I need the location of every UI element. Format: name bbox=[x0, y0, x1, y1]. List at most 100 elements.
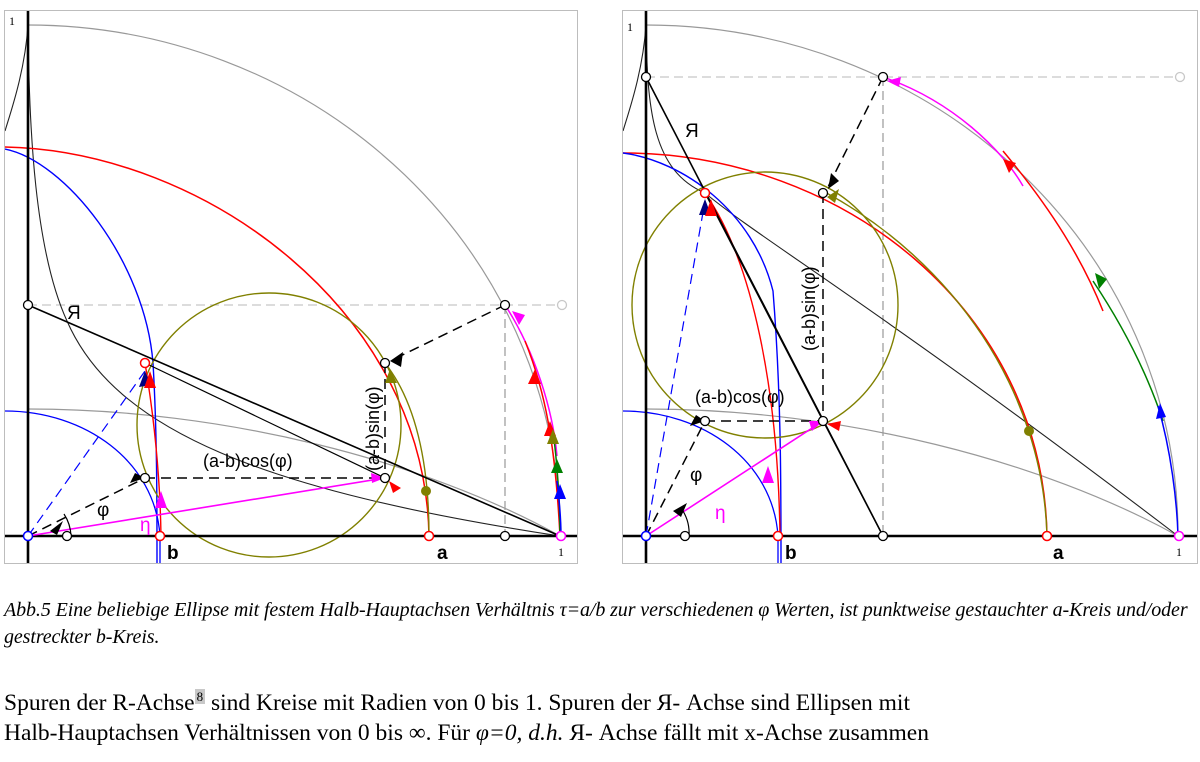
point-x-guide bbox=[877, 530, 889, 542]
figure-right-diagram: 1 1 Я φ η b a (a-b)cos(φ) (a-b)sin(φ) bbox=[623, 11, 1197, 563]
point-x-one bbox=[555, 530, 567, 542]
blue-small-circle bbox=[5, 410, 161, 563]
arrow-green bbox=[1095, 273, 1107, 289]
point-red-a bbox=[699, 187, 711, 199]
arrow-eta bbox=[371, 473, 385, 483]
point-cos-left bbox=[699, 415, 711, 427]
body-line1-start: Spuren der R-Achse bbox=[4, 690, 195, 716]
point-b bbox=[154, 530, 166, 542]
arrow-phi bbox=[130, 473, 145, 483]
arrow-red-intersect bbox=[827, 421, 841, 431]
body-line2-italic: φ=0, d.h. bbox=[475, 720, 564, 746]
olive-arc bbox=[384, 362, 430, 537]
blue-dashed-line bbox=[27, 370, 146, 537]
body-paragraph: Spuren der R-Achse 8 sind Kreise mit Radi… bbox=[4, 688, 1196, 748]
label-phi: φ bbox=[97, 500, 109, 521]
r-axis-segment-2 bbox=[822, 420, 884, 537]
arrow-green bbox=[551, 459, 563, 473]
point-sin-top bbox=[379, 357, 391, 369]
figure-left: 1 1 Я φ η b a (a-b)cos(φ) (a-b)sin(φ) bbox=[4, 10, 578, 564]
olive-circle bbox=[631, 171, 899, 439]
point-x-small bbox=[679, 530, 691, 542]
blue-dashed-line bbox=[645, 200, 706, 537]
blue-arc-right bbox=[1157, 405, 1179, 537]
label-b: b bbox=[167, 543, 179, 563]
label-r-axis: Я bbox=[685, 121, 699, 142]
r-axis-segment bbox=[704, 192, 824, 422]
body-line2-start: Halb-Hauptachsen Verhältnissen von 0 bis… bbox=[4, 720, 476, 746]
arrow-phi-small bbox=[50, 521, 63, 535]
point-intersect bbox=[817, 415, 829, 427]
point-intersect bbox=[379, 472, 391, 484]
tick-y-1: 1 bbox=[9, 14, 15, 28]
point-guide-end bbox=[1174, 71, 1186, 83]
green-arc bbox=[1092, 280, 1164, 422]
arrow-red-intersect bbox=[389, 481, 401, 493]
arrow-proj bbox=[828, 173, 839, 189]
phi-dashed-line bbox=[645, 420, 706, 537]
label-eta: η bbox=[140, 515, 151, 536]
arrow-olive bbox=[385, 369, 397, 383]
point-guide bbox=[877, 71, 889, 83]
figure-caption: Abb.5 Eine beliebige Ellipse mit festem … bbox=[4, 599, 1188, 648]
arrow-olive-right bbox=[547, 429, 559, 444]
arrow-proj bbox=[390, 352, 403, 367]
arrow-magenta-bottom bbox=[155, 491, 167, 508]
red-inner-curve bbox=[704, 192, 781, 537]
point-guide-end bbox=[556, 299, 568, 311]
point-r-top bbox=[640, 71, 652, 83]
label-cos: (a-b)cos(φ) bbox=[695, 387, 785, 407]
label-eta: η bbox=[715, 503, 726, 524]
envelope-left bbox=[5, 24, 29, 132]
point-red-a bbox=[139, 357, 151, 369]
label-a: a bbox=[1053, 543, 1064, 563]
red-arc-right bbox=[524, 340, 561, 537]
point-origin bbox=[640, 530, 652, 542]
label-b: b bbox=[785, 543, 797, 563]
red-ellipse bbox=[623, 152, 1048, 537]
point-b bbox=[772, 530, 784, 542]
figure-right: 1 1 Я φ η b a (a-b)cos(φ) (a-b)sin(φ) bbox=[622, 10, 1198, 564]
label-r-axis: Я bbox=[67, 303, 81, 324]
red-inner-curve bbox=[144, 362, 162, 537]
envelope-left bbox=[623, 24, 647, 132]
projection-dashed-line bbox=[389, 304, 506, 362]
point-olive bbox=[421, 486, 431, 496]
olive-circle bbox=[136, 292, 402, 558]
footnote-marker[interactable]: 8 bbox=[194, 689, 206, 705]
point-origin bbox=[22, 530, 34, 542]
body-line1-end: sind Kreise mit Radien von 0 bis 1. Spur… bbox=[205, 690, 910, 716]
point-sin-top bbox=[817, 187, 829, 199]
arrow-red-1 bbox=[1003, 159, 1016, 173]
blue-small-circle bbox=[623, 410, 779, 563]
point-guide bbox=[499, 299, 511, 311]
point-a bbox=[423, 530, 435, 542]
arrow-magenta-bottom bbox=[762, 466, 774, 483]
arrow-blue bbox=[1156, 403, 1166, 419]
arrow-red-1 bbox=[528, 369, 541, 384]
label-sin: (a-b)sin(φ) bbox=[799, 266, 819, 351]
arrow-phi bbox=[690, 415, 705, 426]
r-axis-line bbox=[27, 304, 561, 537]
gray-inner-ellipse bbox=[645, 408, 1179, 537]
arrow-red-left bbox=[144, 371, 156, 388]
tick-x-1: 1 bbox=[1176, 545, 1182, 559]
arrow-red-left bbox=[705, 199, 717, 216]
tick-x-1: 1 bbox=[558, 545, 564, 559]
tick-y-1: 1 bbox=[627, 20, 633, 34]
r-axis-segment bbox=[144, 362, 386, 479]
eta-line bbox=[27, 477, 386, 537]
label-sin: (a-b)sin(φ) bbox=[363, 386, 383, 471]
envelope-curve bbox=[27, 24, 561, 537]
red-ellipse bbox=[5, 146, 430, 537]
point-x-guide bbox=[499, 530, 511, 542]
envelope-curve bbox=[645, 24, 1179, 537]
label-phi: φ bbox=[690, 465, 702, 486]
point-x-small bbox=[61, 530, 73, 542]
blue-ellipse bbox=[623, 152, 782, 563]
arrow-blue bbox=[554, 484, 566, 499]
phi-dashed-line bbox=[27, 477, 146, 537]
arrow-magenta-top bbox=[887, 77, 901, 87]
blue-ellipse bbox=[5, 148, 158, 563]
red-arc-right bbox=[1002, 150, 1104, 312]
